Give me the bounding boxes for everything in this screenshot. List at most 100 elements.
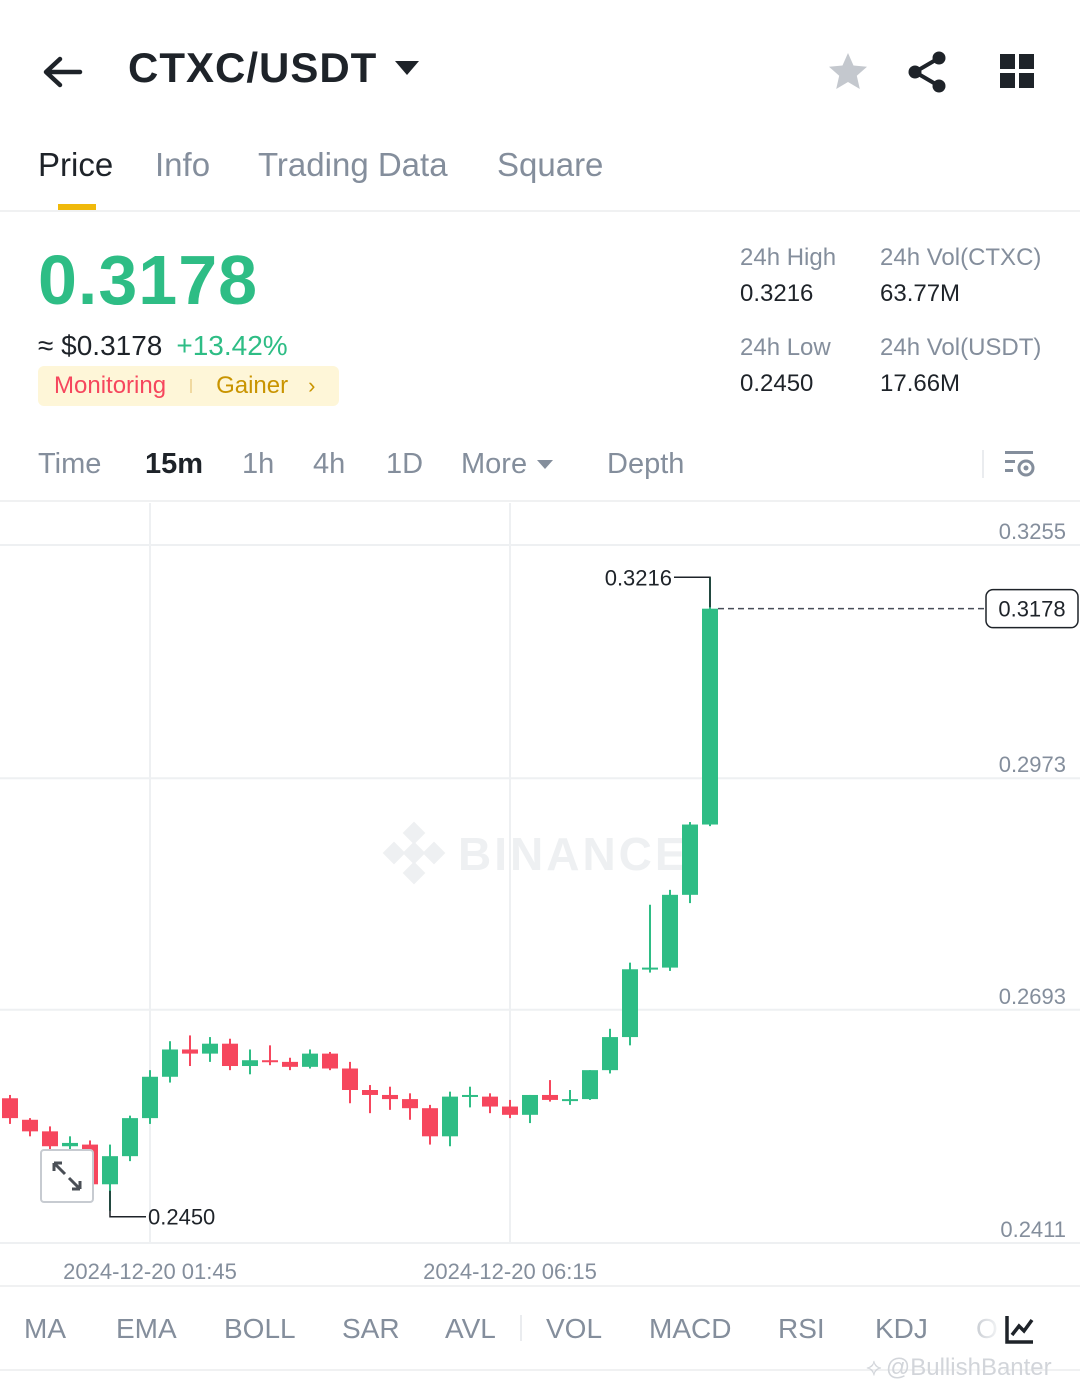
candle-body <box>62 1142 78 1147</box>
stat-24h-high-label: 24h High <box>740 244 837 271</box>
low-marker-line <box>109 1190 146 1218</box>
candle-body <box>322 1053 338 1069</box>
candle-body <box>382 1094 398 1100</box>
candle <box>382 1086 398 1110</box>
stat-24h-vol-quote-value: 17.66M <box>880 370 961 397</box>
candle-body <box>662 894 678 968</box>
candle-body <box>442 1096 458 1137</box>
active-tab-indicator <box>58 204 96 210</box>
stat-24h-high-value: 0.3216 <box>740 280 814 307</box>
candle <box>702 577 718 827</box>
back-arrow-icon[interactable] <box>40 50 86 94</box>
candle-body <box>462 1094 478 1097</box>
candle-body <box>2 1098 18 1119</box>
interval-time[interactable]: Time <box>38 448 102 480</box>
tag-separator <box>190 379 193 393</box>
binance-square-icon: ⟡ <box>866 1354 882 1381</box>
indicator-avl[interactable]: AVL <box>445 1313 496 1344</box>
indicator-rsi[interactable]: RSI <box>778 1313 825 1344</box>
low-marker-label: 0.2450 <box>148 1205 215 1230</box>
candle-body <box>222 1043 238 1067</box>
candle-body <box>282 1061 298 1067</box>
interval-1h[interactable]: 1h <box>242 448 275 480</box>
favorite-star-icon[interactable] <box>826 50 870 94</box>
candle-body <box>502 1106 518 1115</box>
high-marker-line <box>674 576 711 608</box>
last-price-tag-label: 0.3178 <box>998 597 1065 622</box>
indicator-ema[interactable]: EMA <box>116 1313 177 1344</box>
interval-1d[interactable]: 1D <box>386 448 424 480</box>
candle <box>302 1049 318 1069</box>
candle <box>642 904 658 973</box>
candle-body <box>102 1156 118 1185</box>
pair-selector[interactable]: CTXC/USDT <box>128 44 420 92</box>
fullscreen-expand-button[interactable] <box>40 1149 94 1203</box>
candle <box>442 1091 458 1147</box>
caret-down-icon <box>395 61 420 75</box>
candle-body <box>482 1096 498 1107</box>
candle <box>402 1093 418 1120</box>
interval-depth[interactable]: Depth <box>607 448 685 480</box>
candle-body <box>702 608 718 825</box>
y-tick-label: 0.2411 <box>1000 1217 1066 1242</box>
divider <box>520 1315 522 1341</box>
caret-down-icon <box>537 460 554 469</box>
candle <box>322 1051 338 1071</box>
chart-settings-icon[interactable] <box>1002 446 1038 482</box>
candle-body <box>342 1068 358 1091</box>
chart-annotations: 0.3216 0.2450 0.3178 <box>109 565 1079 1230</box>
candle-body <box>582 1070 598 1100</box>
divider <box>982 450 984 478</box>
y-tick-label: 0.3255 <box>999 519 1066 544</box>
indicator-kdj[interactable]: KDJ <box>875 1313 928 1344</box>
image-credit: ⟡ @BullishBanter <box>866 1354 1052 1382</box>
tab-trading-data[interactable]: Trading Data <box>258 146 448 183</box>
y-axis: 0.3255 0.2973 0.2693 0.2411 <box>999 519 1066 1242</box>
token-tags[interactable]: Monitoring Gainer › <box>38 366 339 406</box>
candle <box>202 1037 218 1062</box>
tab-square[interactable]: Square <box>497 146 604 183</box>
candle-body <box>22 1119 38 1132</box>
candle <box>482 1093 498 1114</box>
candle <box>282 1057 298 1071</box>
candle <box>122 1115 138 1162</box>
high-marker-label: 0.3216 <box>605 565 672 590</box>
candle-body <box>542 1094 558 1100</box>
indicator-chart-icon[interactable] <box>1004 1313 1036 1345</box>
tab-info[interactable]: Info <box>155 146 211 183</box>
indicator-vol[interactable]: VOL <box>546 1313 603 1344</box>
interval-more[interactable]: More <box>461 448 554 481</box>
candle <box>542 1080 558 1102</box>
candle <box>342 1061 358 1104</box>
candle <box>582 1070 598 1100</box>
indicator-boll[interactable]: BOLL <box>224 1313 296 1344</box>
candle-body <box>122 1118 138 1157</box>
candle <box>182 1035 198 1067</box>
candle-body <box>162 1049 178 1077</box>
candle-body <box>602 1037 618 1071</box>
stat-24h-vol-base-value: 63.77M <box>880 280 961 307</box>
candle <box>242 1049 258 1075</box>
top-bar: CTXC/USDT <box>0 0 1080 140</box>
interval-bar: Time 15m 1h 4h 1D More Depth <box>0 430 1080 502</box>
tab-price[interactable]: Price <box>38 146 114 183</box>
candle-body <box>622 969 638 1038</box>
interval-15m[interactable]: 15m <box>145 448 204 480</box>
candle <box>362 1085 378 1114</box>
share-icon[interactable] <box>906 50 950 94</box>
candle-body <box>422 1108 438 1137</box>
grid-menu-icon[interactable] <box>996 50 1040 94</box>
indicator-sar[interactable]: SAR <box>342 1313 400 1344</box>
indicator-bar: MA EMA BOLL SAR AVL VOL MACD RSI KDJ O <box>0 1285 1080 1371</box>
expand-arrows-icon <box>52 1161 82 1191</box>
candle <box>462 1086 478 1108</box>
indicator-ma[interactable]: MA <box>24 1313 66 1344</box>
candlestick-chart[interactable]: BINANCE 0.3216 0.2450 0.3178 0.3255 0.2973 0… <box>0 503 1080 1285</box>
indicator-macd[interactable]: MACD <box>649 1313 732 1344</box>
credit-text: @BullishBanter <box>885 1354 1052 1381</box>
x-axis: 2024-12-20 01:45 2024-12-20 06:15 <box>63 1259 597 1284</box>
section-tabs: Price Info Trading Data Square <box>0 140 1080 212</box>
candle-body <box>142 1076 158 1119</box>
interval-4h[interactable]: 4h <box>313 448 346 480</box>
